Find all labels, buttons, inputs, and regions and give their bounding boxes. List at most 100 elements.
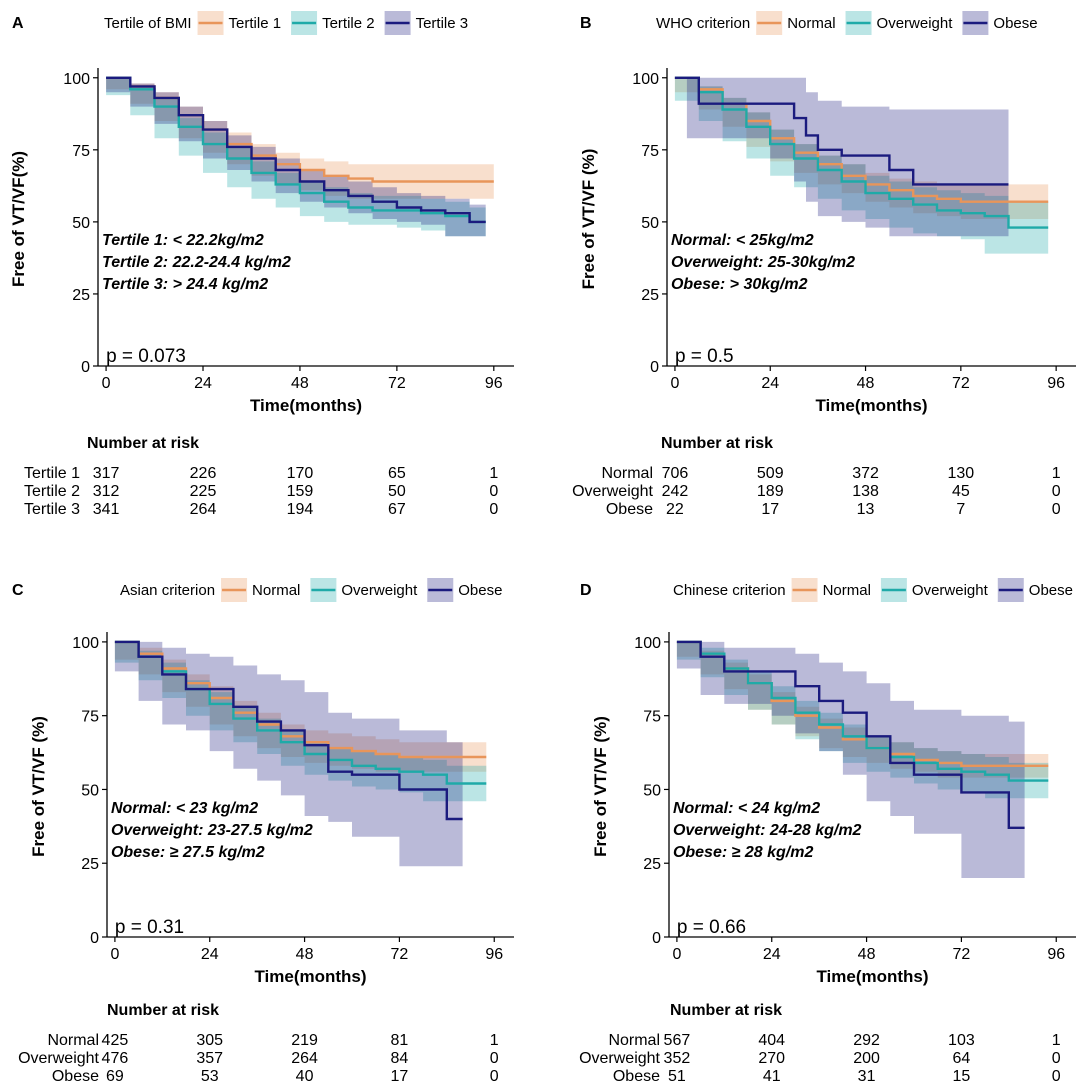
y-tick-label: 100 <box>632 71 659 88</box>
risk-count: 357 <box>196 1050 223 1067</box>
bmi-cutoff-annotation: Normal: < 24 kg/m2 <box>673 800 820 817</box>
y-tick-label: 25 <box>81 856 99 873</box>
survival-line-2 <box>674 76 1009 186</box>
legend-title: Chinese criterion <box>673 582 786 599</box>
x-tick-label: 0 <box>110 946 119 963</box>
panel-letter: A <box>12 15 24 32</box>
y-tick-label: 25 <box>72 287 90 304</box>
legend-label: Tertile 2 <box>322 15 375 32</box>
survival-line-2 <box>676 640 1025 829</box>
risk-count: 0 <box>1052 1068 1061 1085</box>
risk-count: 1 <box>490 1032 499 1049</box>
risk-count: 22 <box>666 501 684 518</box>
legend-label: Obese <box>1029 582 1073 599</box>
risk-table-title: Number at risk <box>661 435 773 452</box>
p-value: p = 0.66 <box>677 917 746 938</box>
risk-count: 476 <box>102 1050 129 1067</box>
survival-line-1 <box>676 640 1049 782</box>
risk-count: 0 <box>489 483 498 500</box>
risk-table: Number at risk Normal 425 305 219 81 1 Overweig… <box>18 1002 499 1085</box>
risk-count: 242 <box>662 483 689 500</box>
ci-band-0 <box>674 77 1049 219</box>
survival-line-1 <box>674 76 1049 229</box>
x-tick-label: 48 <box>291 375 309 392</box>
ci-band-2 <box>106 77 486 237</box>
risk-count: 17 <box>391 1068 409 1085</box>
risk-count: 200 <box>853 1050 880 1067</box>
risk-count: 341 <box>93 501 120 518</box>
y-tick-label: 100 <box>72 635 99 652</box>
x-axis-label: Time(months) <box>816 967 928 986</box>
x-tick-label: 0 <box>672 946 681 963</box>
legend-label: Obese <box>993 15 1037 32</box>
bmi-cutoff-annotation: Obese: > 30kg/m2 <box>671 276 808 293</box>
y-tick-label: 0 <box>81 359 90 376</box>
legend: WHO criterion Normal Overweight Obese <box>656 11 1038 35</box>
y-axis-label: Free of VT/VF (%) <box>591 716 610 857</box>
plot-area <box>674 76 1049 254</box>
x-tick-label: 24 <box>763 946 781 963</box>
panel-a: A Tertile of BMI Tertile 1 Tertile 2 Tertile… <box>9 11 514 518</box>
y-tick-label: 0 <box>650 359 659 376</box>
y-axis-label: Free of VT/VF (%) <box>29 716 48 857</box>
risk-row-label: Overweight <box>18 1050 99 1067</box>
risk-count: 31 <box>858 1068 876 1085</box>
x-tick-label: 48 <box>857 375 875 392</box>
legend-label: Tertile 1 <box>229 15 282 32</box>
x-axis-label: Time(months) <box>815 396 927 415</box>
y-tick-label: 25 <box>643 856 661 873</box>
x-tick-label: 72 <box>388 375 406 392</box>
panel-letter: B <box>580 15 592 32</box>
legend-label: Normal <box>252 582 300 599</box>
risk-count: 0 <box>489 501 498 518</box>
legend-label: Overweight <box>341 582 418 599</box>
legend-title: Tertile of BMI <box>104 15 192 32</box>
risk-count: 0 <box>1052 483 1061 500</box>
x-tick-label: 24 <box>201 946 219 963</box>
bmi-cutoff-annotation: Overweight: 24-28 kg/m2 <box>673 822 862 839</box>
x-tick-label: 72 <box>952 375 970 392</box>
plot-area <box>114 640 487 867</box>
risk-count: 67 <box>388 501 406 518</box>
risk-count: 17 <box>761 501 779 518</box>
risk-count: 189 <box>757 483 784 500</box>
risk-row-label: Obese <box>52 1068 99 1085</box>
risk-count: 404 <box>758 1032 785 1049</box>
legend: Asian criterion Normal Overweight Obese <box>120 578 502 602</box>
y-tick-label: 50 <box>72 215 90 232</box>
ci-band-2 <box>676 641 1025 878</box>
risk-count: 41 <box>763 1068 781 1085</box>
risk-count: 1 <box>1052 465 1061 482</box>
risk-row-label: Normal <box>601 465 653 482</box>
x-tick-label: 96 <box>1047 375 1065 392</box>
risk-count: 352 <box>664 1050 691 1067</box>
legend-label: Normal <box>823 582 871 599</box>
x-tick-label: 48 <box>858 946 876 963</box>
risk-count: 0 <box>490 1068 499 1085</box>
plot-area <box>676 640 1049 878</box>
legend-label: Obese <box>458 582 502 599</box>
y-tick-label: 75 <box>643 709 661 726</box>
risk-count: 0 <box>1052 1050 1061 1067</box>
legend-label: Normal <box>787 15 835 32</box>
risk-count: 103 <box>948 1032 975 1049</box>
panel-c: C Asian criterion Normal Overweight Obese025… <box>12 578 514 1085</box>
panel-d: D Chinese criterion Normal Overweight Obese0… <box>579 578 1076 1085</box>
plot-area <box>106 76 494 237</box>
risk-row-label: Obese <box>606 501 653 518</box>
y-tick-label: 75 <box>81 709 99 726</box>
risk-count: 65 <box>388 465 406 482</box>
bmi-cutoff-annotation: Obese: ≥ 27.5 kg/m2 <box>111 844 265 861</box>
risk-row-label: Tertile 1 <box>24 465 80 482</box>
y-tick-label: 50 <box>643 782 661 799</box>
risk-count: 317 <box>93 465 120 482</box>
ci-band-0 <box>676 641 1049 778</box>
x-tick-label: 72 <box>953 946 971 963</box>
ci-band-2 <box>674 77 1009 237</box>
panel-b: B WHO criterion Normal Overweight Obese02550… <box>572 11 1076 518</box>
risk-table-title: Number at risk <box>87 435 199 452</box>
x-tick-label: 24 <box>761 375 779 392</box>
x-tick-label: 48 <box>296 946 314 963</box>
risk-count: 130 <box>947 465 974 482</box>
